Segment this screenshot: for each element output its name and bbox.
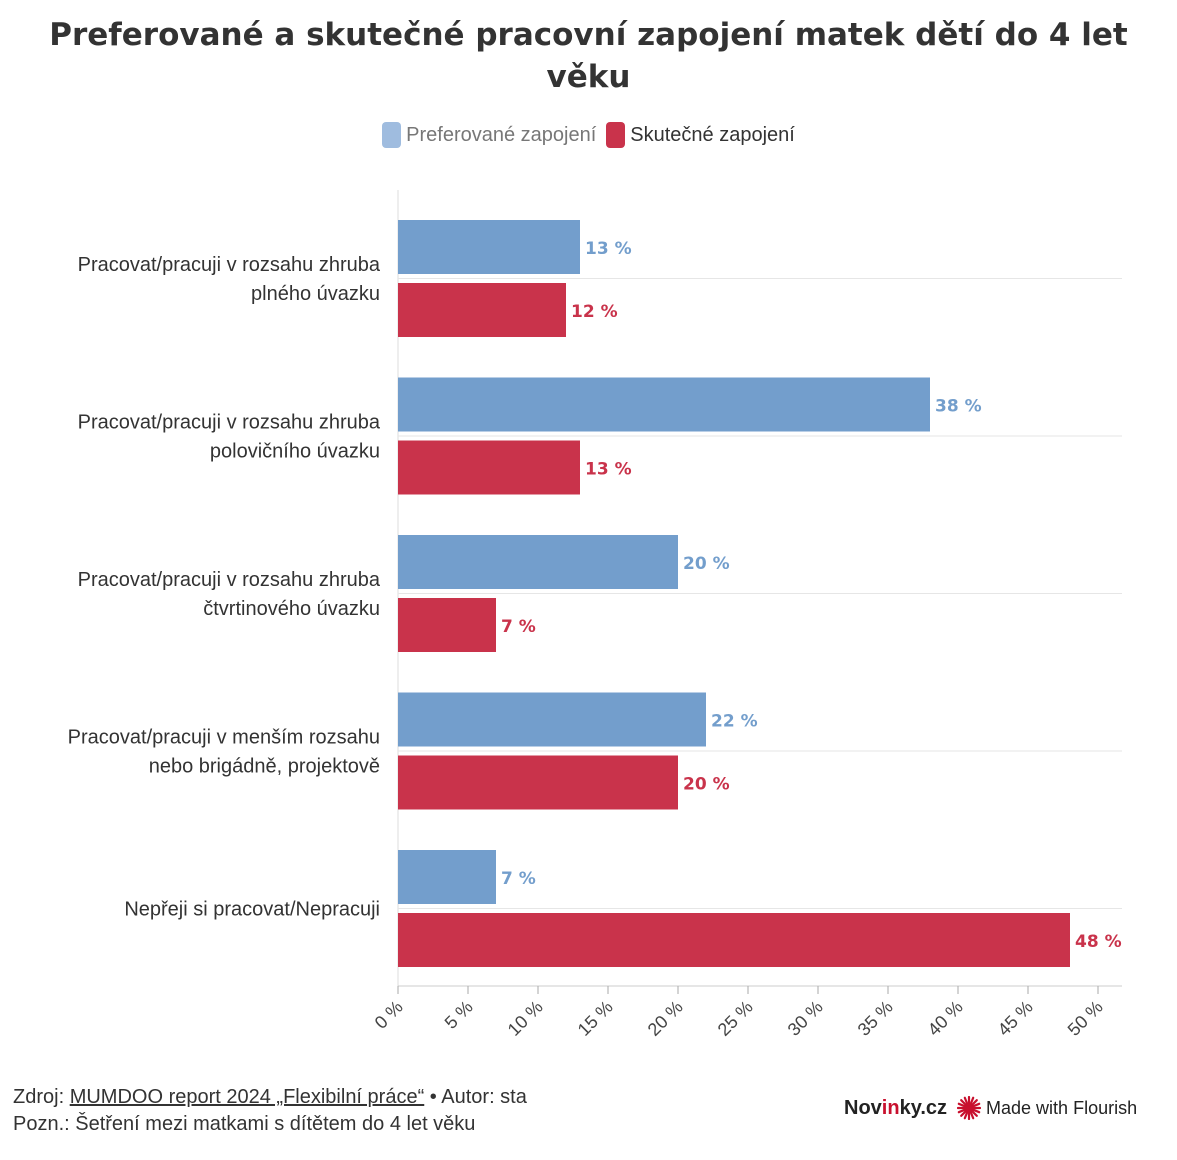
chart-title: Preferované a skutečné pracovní zapojení…: [0, 14, 1177, 98]
category-label: nebo brigádně, projektově: [149, 756, 380, 778]
data-label: 20 %: [683, 554, 730, 574]
x-tick-label: 35 %: [854, 997, 897, 1040]
category-label: Pracovat/pracuji v menším rozsahu: [68, 727, 380, 749]
legend: Preferované zapojení Skutečné zapojení: [0, 122, 1177, 148]
branding: Novinky.cz Made with Flourish: [844, 1096, 1137, 1120]
bar-actual: [398, 598, 496, 652]
flourish-credit[interactable]: Made with Flourish: [957, 1096, 1137, 1120]
legend-label-actual: Skutečné zapojení: [630, 123, 795, 146]
x-tick-label: 30 %: [784, 997, 827, 1040]
category-label: Pracovat/pracuji v rozsahu zhruba: [78, 254, 381, 276]
novinky-logo-part: in: [881, 1096, 900, 1119]
category-label: plného úvazku: [251, 283, 380, 305]
x-tick-label: 10 %: [504, 997, 547, 1040]
x-tick-label: 40 %: [924, 997, 967, 1040]
x-tick-label: 0 %: [371, 997, 407, 1033]
bar-actual: [398, 913, 1070, 967]
x-tick-label: 20 %: [644, 997, 687, 1040]
novinky-logo-part: ky.cz: [899, 1096, 948, 1119]
legend-swatch-preferred: [382, 122, 402, 148]
data-label: 12 %: [571, 302, 618, 322]
chart-title-line-2: věku: [546, 59, 631, 95]
note: Pozn.: Šetření mezi matkami s dítětem do…: [13, 1113, 476, 1135]
novinky-logo-part: Nov: [844, 1096, 882, 1119]
data-label: 48 %: [1075, 932, 1122, 952]
x-tick-label: 45 %: [994, 997, 1037, 1040]
x-tick-label: 5 %: [441, 997, 477, 1033]
data-label: 13 %: [585, 239, 632, 259]
bar-actual: [398, 283, 566, 337]
data-label: 13 %: [585, 460, 632, 480]
x-tick-label: 25 %: [714, 997, 757, 1040]
legend-label-preferred: Preferované zapojení: [406, 123, 597, 146]
bar-preferred: [398, 535, 678, 589]
bar-actual: [398, 755, 678, 810]
x-tick-label: 15 %: [574, 997, 617, 1040]
category-label: polovičního úvazku: [210, 441, 380, 463]
legend-item-preferred[interactable]: Preferované zapojení: [382, 122, 596, 148]
data-label: 22 %: [711, 712, 758, 732]
source-link[interactable]: MUMDOO report 2024 „Flexibilní práce“: [69, 1086, 425, 1108]
data-label: 7 %: [501, 617, 536, 637]
author: • Autor: sta: [424, 1086, 527, 1108]
category-label: čtvrtinového úvazku: [203, 598, 380, 620]
source-prefix: Zdroj:: [13, 1086, 70, 1108]
data-label: 7 %: [501, 869, 536, 889]
bar-preferred: [398, 692, 706, 747]
category-label: Pracovat/pracuji v rozsahu zhruba: [78, 412, 381, 434]
category-label: Pracovat/pracuji v rozsahu zhruba: [78, 569, 381, 591]
novinky-logo[interactable]: Novinky.cz: [844, 1097, 947, 1120]
data-label: 20 %: [683, 775, 730, 795]
bar-chart: 13 % 12 % Pracovat/pracuji v rozsahu zhrub…: [68, 190, 1122, 1040]
chart-title-line-1: Preferované a skutečné pracovní zapojení…: [49, 17, 1128, 53]
bar-preferred: [398, 850, 496, 904]
flourish-icon: [957, 1096, 982, 1120]
bar-preferred: [398, 220, 580, 274]
legend-item-actual[interactable]: Skutečné zapojení: [606, 122, 795, 148]
flourish-label: Made with Flourish: [986, 1097, 1138, 1118]
bar-preferred: [398, 377, 930, 432]
footer: Zdroj: MUMDOO report 2024 „Flexibilní pr…: [13, 1084, 527, 1138]
category-label: Nepřeji si pracovat/Nepracuji: [124, 899, 380, 921]
data-label: 38 %: [935, 397, 982, 417]
x-tick-label: 50 %: [1064, 997, 1107, 1040]
legend-swatch-actual: [606, 122, 626, 148]
source-line: Zdroj: MUMDOO report 2024 „Flexibilní pr…: [13, 1084, 527, 1111]
bar-actual: [398, 440, 580, 495]
